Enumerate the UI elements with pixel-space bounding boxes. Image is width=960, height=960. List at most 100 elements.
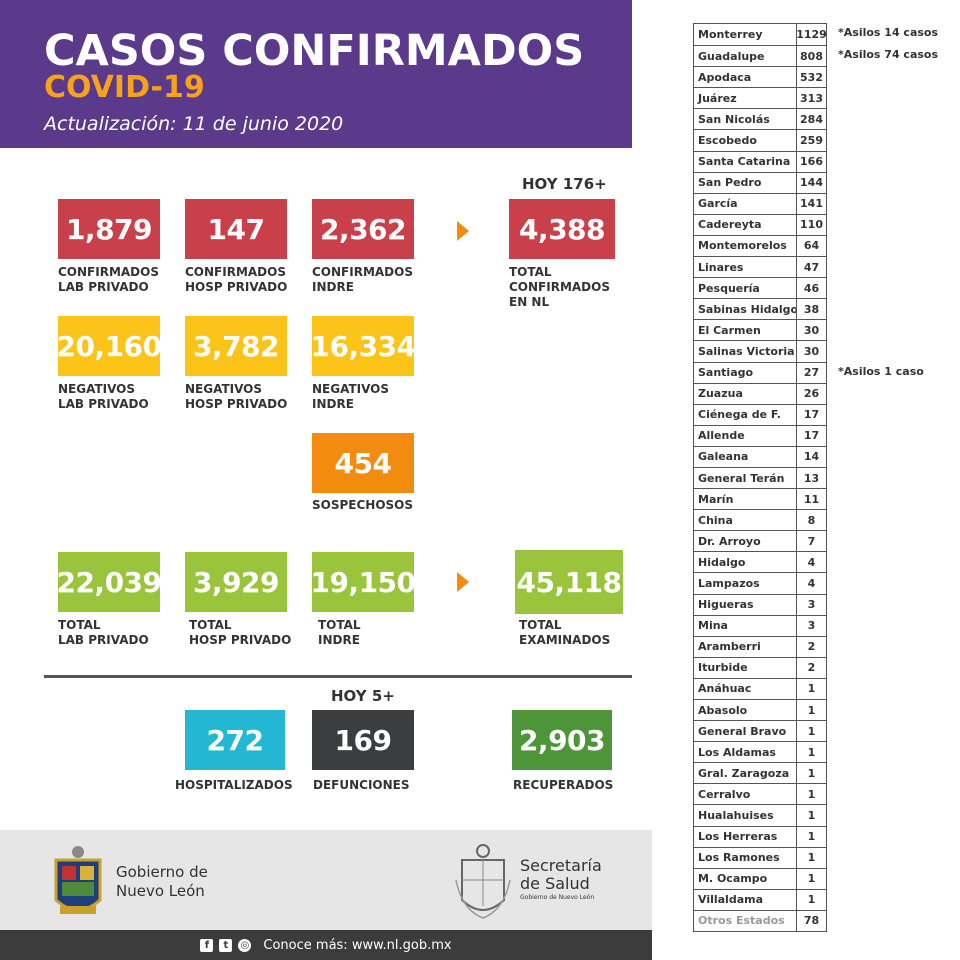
defunciones-label: DEFUNCIONES	[313, 778, 410, 792]
website-link[interactable]: Conoce más: www.nl.gob.mx	[263, 937, 452, 953]
table-row: San Nicolás 284	[694, 108, 826, 130]
municipio-count: 166	[800, 155, 823, 169]
confirmados-lab-privado-label: CONFIRMADOS LAB PRIVADO	[58, 265, 159, 294]
confirmados-hosp-privado-label: CONFIRMADOS HOSP PRIVADO	[185, 265, 288, 294]
municipio-count: 532	[800, 70, 823, 84]
municipio-name: Abasolo	[694, 700, 797, 721]
table-row: Galeana 14	[694, 445, 826, 467]
municipio-count: 27	[803, 366, 820, 380]
municipio-count: 46	[803, 281, 820, 295]
note-guadalupe: *Asilos 74 casos	[838, 48, 939, 61]
municipio-name: Gral. Zaragoza	[694, 763, 797, 784]
municipio-count: 1	[807, 766, 816, 780]
total-examinados-label: TOTAL EXAMINADOS	[519, 618, 611, 647]
municipio-name: Zuazua	[694, 383, 797, 404]
page-title: CASOS CONFIRMADOS	[44, 26, 585, 76]
municipio-count: 1	[807, 787, 816, 801]
table-row: Iturbide 2	[694, 656, 826, 678]
municipio-name: Juárez	[694, 88, 797, 109]
municipio-name: Aramberri	[694, 636, 797, 657]
municipio-name: Galeana	[694, 446, 797, 467]
table-row: Abasolo 1	[694, 699, 826, 721]
table-row: Guadalupe 808	[694, 45, 826, 67]
table-row: San Pedro 144	[694, 171, 826, 193]
municipio-count: 284	[800, 112, 823, 126]
municipio-count: 30	[803, 323, 820, 337]
footer-bar: f t ◎ Conoce más: www.nl.gob.mx	[0, 930, 652, 960]
gobierno-nl-text: Gobierno de Nuevo León	[116, 863, 208, 900]
total-indre-value: 19,150	[310, 552, 416, 612]
municipio-name: El Carmen	[694, 320, 797, 341]
municipio-name: Higueras	[694, 594, 797, 615]
facebook-icon[interactable]: f	[200, 938, 214, 952]
municipio-name: Hidalgo	[694, 552, 797, 573]
municipio-name: García	[694, 193, 797, 214]
table-row: Hidalgo 4	[694, 551, 826, 573]
note-santiago: *Asilos 1 caso	[838, 365, 924, 378]
confirmados-lab-privado-value: 1,879	[58, 199, 160, 259]
negativos-indre-value: 16,334	[310, 316, 416, 376]
twitter-icon[interactable]: t	[219, 938, 233, 952]
table-row: Montemorelos 64	[694, 234, 826, 257]
table-row: Sabinas Hidalgo 38	[694, 298, 826, 320]
table-row: Ciénega de F. 17	[694, 403, 826, 425]
negativos-lab-privado-label: NEGATIVOS LAB PRIVADO	[58, 382, 149, 411]
table-row: Santa Catarina 166	[694, 150, 826, 172]
arrow-right-icon	[457, 572, 469, 592]
table-row: M. Ocampo 1	[694, 867, 826, 889]
municipio-count: 259	[800, 134, 823, 148]
municipio-name: Linares	[694, 257, 797, 278]
table-row: Pesquería 46	[694, 277, 826, 299]
table-row: Higueras 3	[694, 593, 826, 615]
municipios-table: Monterrey 1129 Guadalupe 808 Apodaca 532 Juáre…	[693, 23, 827, 933]
municipio-count: 144	[800, 176, 823, 190]
municipio-count: 13	[803, 471, 820, 485]
municipio-count: 3	[807, 619, 816, 633]
instagram-icon[interactable]: ◎	[238, 938, 252, 952]
table-row: Hualahuises 1	[694, 804, 826, 826]
table-row: Salinas Victoria 30	[694, 340, 826, 362]
municipio-name: Cerralvo	[694, 784, 797, 805]
table-row: Anáhuac 1	[694, 677, 826, 699]
municipio-name: Ciénega de F.	[694, 404, 797, 425]
table-row: Escobedo 259	[694, 129, 826, 151]
table-row: Apodaca 532	[694, 66, 826, 88]
negativos-hosp-privado-value: 3,782	[185, 316, 287, 376]
table-row: Dr. Arroyo 7	[694, 530, 826, 552]
table-row: General Terán 13	[694, 466, 826, 489]
hoy-confirmados: HOY 176+	[522, 175, 607, 193]
table-row: El Carmen 30	[694, 319, 826, 341]
table-row: Zuazua 26	[694, 382, 826, 404]
municipio-name: Montemorelos	[694, 235, 797, 257]
recuperados-label: RECUPERADOS	[513, 778, 614, 792]
hospitalizados-value: 272	[185, 710, 285, 770]
table-row: Los Herreras 1	[694, 825, 826, 847]
negativos-hosp-privado-label: NEGATIVOS HOSP PRIVADO	[185, 382, 288, 411]
header-banner: CASOS CONFIRMADOS COVID-19 Actualización…	[0, 0, 632, 148]
municipio-name: General Bravo	[694, 721, 797, 742]
table-row: Juárez 313	[694, 87, 826, 109]
municipio-count: 26	[803, 387, 820, 401]
table-row: Mina 3	[694, 614, 826, 636]
arrow-right-icon	[457, 221, 469, 241]
total-confirmados-label: TOTAL CONFIRMADOS EN NL	[509, 265, 610, 309]
table-row: García 141	[694, 192, 826, 214]
page-subtitle: COVID-19	[44, 70, 205, 105]
municipio-name: Lampazos	[694, 573, 797, 594]
municipio-count: 1	[807, 851, 816, 865]
municipio-count: 1	[807, 893, 816, 907]
table-row: Monterrey 1129	[694, 24, 827, 46]
municipio-name: Los Aldamas	[694, 742, 797, 763]
table-row: Lampazos 4	[694, 572, 826, 594]
total-lab-privado-label: TOTAL LAB PRIVADO	[58, 618, 149, 647]
municipio-name: Salinas Victoria	[694, 341, 797, 362]
negativos-lab-privado-value: 20,160	[56, 316, 162, 376]
municipio-name: Hualahuises	[694, 805, 797, 826]
municipio-count: 17	[803, 429, 820, 443]
municipio-count: 313	[800, 91, 823, 105]
municipio-name: Otros Estados	[694, 910, 797, 932]
municipio-name: Anáhuac	[694, 678, 797, 699]
municipio-count: 30	[803, 344, 820, 358]
municipio-name: Los Ramones	[694, 847, 797, 868]
municipio-count: 47	[803, 260, 820, 274]
